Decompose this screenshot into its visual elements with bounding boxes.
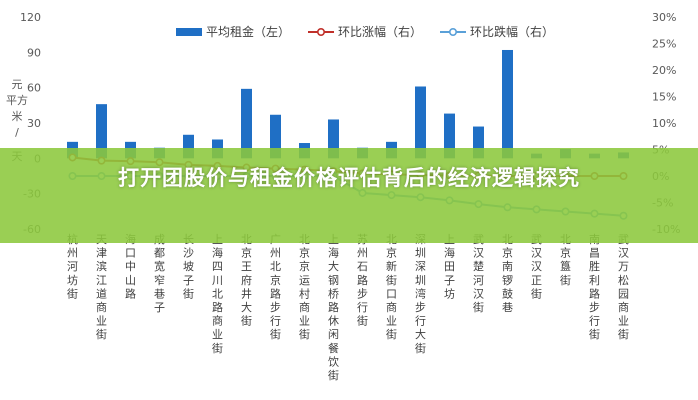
y-tick-label-left: 60 [27, 82, 41, 95]
x-tick-label: 北京京运村商业街 [299, 233, 310, 341]
y-axis-label-part: 米 [12, 110, 23, 123]
x-tick-label: 上海四川北路商业街 [212, 233, 223, 355]
x-axis-labels: 杭州河坊街天津滨江道商业街海口中山路成都宽窄巷子长沙坡子街上海四川北路商业街北京… [67, 232, 629, 382]
x-tick-label: 长沙坡子街 [183, 233, 194, 300]
x-tick-label: 深圳深圳湾步行大街 [415, 233, 426, 355]
y-tick-label-left: 30 [27, 117, 41, 130]
y-axis-label-part: / [15, 126, 19, 139]
y-tick-label-right: 30% [652, 11, 676, 24]
chart-legend: 平均租金（左） 环比涨幅（右） 环比跌幅（右） [176, 24, 554, 39]
y-axis-label-part: 元 [12, 78, 23, 91]
x-tick-label: 北京新街口商业街 [386, 233, 397, 341]
bar [96, 104, 107, 159]
x-tick-label: 北京南锣鼓巷 [502, 233, 513, 314]
bar [473, 126, 484, 159]
bar [502, 49, 513, 159]
x-tick-label: 北京王府井大街 [241, 233, 252, 328]
x-tick-label: 天津滨江道商业街 [96, 233, 107, 341]
x-tick-label: 苏州石路步行街 [357, 233, 368, 328]
x-tick-label: 武汉汉正街 [531, 233, 542, 300]
y-tick-label-right: 15% [652, 91, 676, 104]
banner-title: 打开团股价与租金价格评估背后的经济逻辑探究 [118, 166, 580, 190]
x-tick-label: 上海田子坊 [444, 233, 455, 300]
legend-swatch-marker [316, 27, 325, 36]
y-tick-label-left: 120 [20, 11, 41, 24]
y-axis-label-part: 平方 [6, 93, 28, 107]
y-tick-label-right: 20% [652, 64, 676, 77]
legend-swatch-bar [176, 28, 202, 36]
title-banner [0, 148, 698, 243]
x-tick-label: 成都宽窄巷子 [154, 233, 165, 314]
legend-label: 平均租金（左） [206, 24, 290, 39]
x-tick-label: 南昌胜利路步行街 [589, 233, 600, 341]
bar [328, 119, 339, 159]
legend-label: 环比涨幅（右） [338, 24, 422, 39]
legend-swatch-marker [448, 27, 457, 36]
x-tick-label: 武汉万松园商业街 [618, 233, 629, 341]
legend-label: 环比跌幅（右） [470, 24, 554, 39]
bar [415, 86, 426, 159]
bar [241, 88, 252, 159]
bar [270, 114, 281, 159]
x-tick-label: 上海大钢桥路休闲餐饮街 [328, 233, 339, 382]
y-tick-label-right: 10% [652, 117, 676, 130]
x-tick-label: 广州北京路步行街 [270, 233, 281, 341]
bar [183, 134, 194, 159]
x-tick-label: 武汉楚河汉街 [473, 233, 484, 314]
rent-bars [67, 49, 629, 159]
y-tick-label-left: 90 [27, 46, 41, 59]
y-tick-label-right: 25% [652, 38, 676, 51]
bar [444, 113, 455, 159]
